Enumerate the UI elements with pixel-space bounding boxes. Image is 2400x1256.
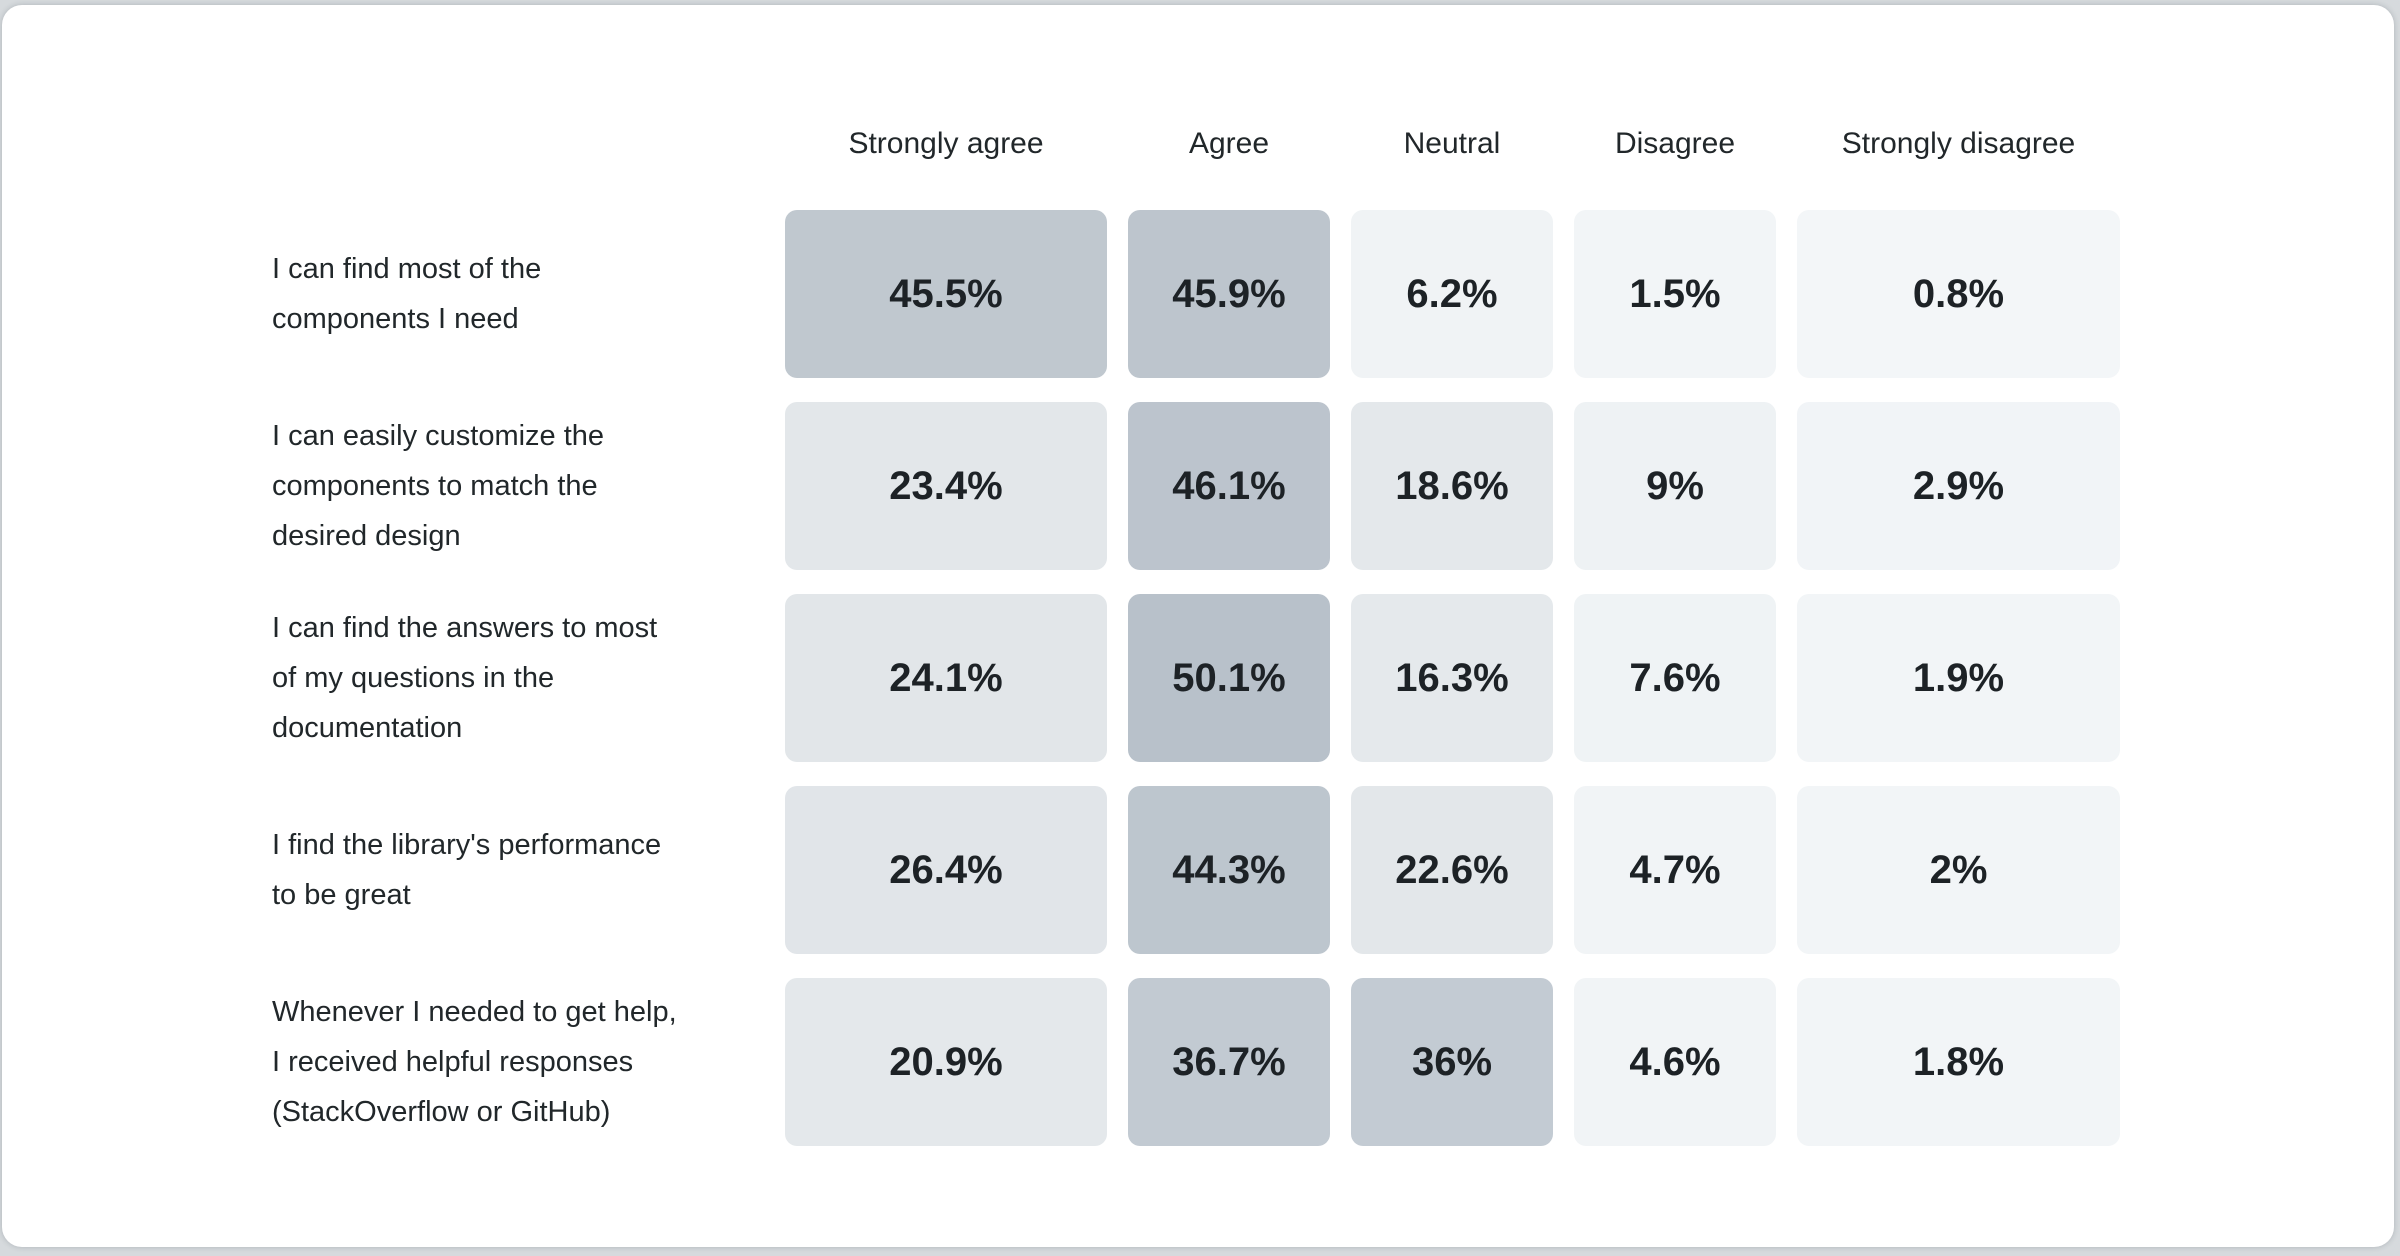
column-header-strongly-agree: Strongly agree xyxy=(848,126,1044,160)
cell-value: 50.1% xyxy=(1172,655,1286,700)
row-label: I can find the answers to most of my que… xyxy=(272,612,658,744)
cell-value: 4.7% xyxy=(1629,847,1721,892)
heatmap-cell: 0.8% xyxy=(1797,210,2120,378)
column-header-agree: Agree xyxy=(1188,126,1270,160)
cell-value: 2.9% xyxy=(1912,463,2005,508)
heatmap-cell: 20.9% xyxy=(785,978,1107,1146)
cell-value: 1.8% xyxy=(1912,1039,2005,1084)
heatmap-cell: 45.9% xyxy=(1128,210,1330,378)
heatmap-cell: 1.5% xyxy=(1574,210,1776,378)
cell-value: 22.6% xyxy=(1395,847,1509,892)
column-header-strongly-disagree: Strongly disagree xyxy=(1841,126,2076,160)
heatmap-cell: 24.1% xyxy=(785,594,1107,762)
heatmap-cell: 7.6% xyxy=(1574,594,1776,762)
cell-value: 46.1% xyxy=(1172,463,1286,508)
row-label: Whenever I needed to get help, I receive… xyxy=(272,996,677,1128)
cell-value: 24.1% xyxy=(889,655,1003,700)
cell-value: 0.8% xyxy=(1912,271,2005,316)
heatmap-cell: 50.1% xyxy=(1128,594,1330,762)
heatmap-cell: 36.7% xyxy=(1128,978,1330,1146)
cell-value: 1.9% xyxy=(1912,655,2005,700)
heatmap-cell: 36% xyxy=(1351,978,1553,1146)
heatmap-cell: 45.5% xyxy=(785,210,1107,378)
heatmap-cell: 23.4% xyxy=(785,402,1107,570)
cell-value: 18.6% xyxy=(1395,463,1509,508)
heatmap-cell: 4.6% xyxy=(1574,978,1776,1146)
cell-value: 45.5% xyxy=(889,271,1003,316)
heatmap-cell: 9% xyxy=(1574,402,1776,570)
cell-value: 4.6% xyxy=(1629,1039,1721,1084)
cell-value: 7.6% xyxy=(1629,655,1721,700)
heatmap-cell: 16.3% xyxy=(1351,594,1553,762)
survey-results-card: Strongly agree Agree Neutral Disagree Strong… xyxy=(2,5,2394,1247)
row-label: I can easily customize the components to… xyxy=(272,420,605,552)
heatmap-cell: 6.2% xyxy=(1351,210,1553,378)
cell-value: 9% xyxy=(1646,463,1704,508)
cell-value: 6.2% xyxy=(1406,271,1498,316)
column-header-neutral: Neutral xyxy=(1403,126,1501,160)
heatmap-cell: 26.4% xyxy=(785,786,1107,954)
heatmap-cell: 4.7% xyxy=(1574,786,1776,954)
cell-value: 44.3% xyxy=(1172,847,1286,892)
cell-value: 2% xyxy=(1929,847,1988,892)
survey-heatmap: Strongly agree Agree Neutral Disagree Strong… xyxy=(272,101,2120,1146)
heatmap-cell: 44.3% xyxy=(1128,786,1330,954)
cell-value: 1.5% xyxy=(1629,271,1721,316)
heatmap-cell: 18.6% xyxy=(1351,402,1553,570)
cell-value: 20.9% xyxy=(889,1039,1003,1084)
cell-value: 36.7% xyxy=(1172,1039,1286,1084)
row-label: I find the library's performance to be g… xyxy=(272,829,662,911)
cell-value: 45.9% xyxy=(1172,271,1286,316)
cell-value: 23.4% xyxy=(889,463,1003,508)
heatmap-cell: 2% xyxy=(1797,786,2120,954)
cell-value: 26.4% xyxy=(889,847,1003,892)
cell-value: 16.3% xyxy=(1395,655,1509,700)
row-label: I can find most of the components I need xyxy=(272,253,542,335)
heatmap-cell: 2.9% xyxy=(1797,402,2120,570)
heatmap-cell: 46.1% xyxy=(1128,402,1330,570)
cell-value: 36% xyxy=(1411,1039,1493,1084)
heatmap-cell: 1.8% xyxy=(1797,978,2120,1146)
heatmap-cell: 22.6% xyxy=(1351,786,1553,954)
heatmap-cell: 1.9% xyxy=(1797,594,2120,762)
column-header-disagree: Disagree xyxy=(1614,126,1736,160)
corner-spacer xyxy=(272,101,764,186)
